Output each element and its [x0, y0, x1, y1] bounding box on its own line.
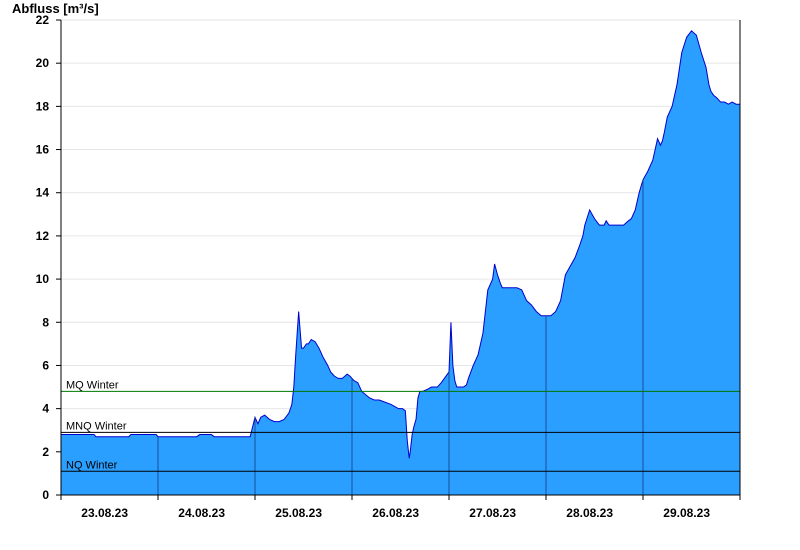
x-tick-label: 23.08.23	[81, 506, 128, 520]
y-tick-label: 16	[36, 143, 50, 157]
discharge-fill	[61, 30, 740, 496]
day-dividers	[157, 179, 644, 495]
y-tick-label: 18	[36, 99, 50, 113]
reference-lines: MQ Winter MNQ Winter NQ Winter	[61, 379, 740, 472]
x-tick-label: 24.08.23	[178, 506, 225, 520]
x-tick-label: 25.08.23	[275, 506, 322, 520]
x-tick-label: 29.08.23	[663, 506, 710, 520]
y-tick-label: 12	[36, 229, 50, 243]
reference-line-label: MNQ Winter	[66, 420, 127, 432]
y-tick-label: 8	[42, 315, 49, 329]
x-tick-labels: 23.08.23 24.08.23 25.08.23 26.08.23 27.08.23…	[60, 495, 741, 520]
x-tick-label: 26.08.23	[372, 506, 419, 520]
y-tick-label: 14	[36, 186, 50, 200]
discharge-area	[61, 30, 740, 496]
y-tick-label: 20	[36, 56, 50, 70]
y-tick-label: 4	[42, 402, 49, 416]
y-tick-label: 22	[36, 13, 50, 27]
y-tick-label: 2	[42, 445, 49, 459]
reference-line-label: MQ Winter	[66, 379, 119, 391]
x-tick-label: 28.08.23	[566, 506, 613, 520]
y-tick-label: 0	[42, 488, 49, 502]
x-tick-label: 27.08.23	[469, 506, 516, 520]
grid-lines	[61, 19, 740, 453]
axes	[60, 20, 741, 496]
y-tick-labels: 0 2 4 6 8 10 12 14 16 18 20 22	[36, 13, 61, 502]
y-axis-label: Abfluss [m³/s]	[12, 1, 99, 16]
discharge-line	[61, 30, 740, 459]
y-tick-label: 10	[36, 272, 50, 286]
y-tick-label: 6	[42, 358, 49, 372]
reference-line-label: NQ Winter	[66, 459, 118, 471]
